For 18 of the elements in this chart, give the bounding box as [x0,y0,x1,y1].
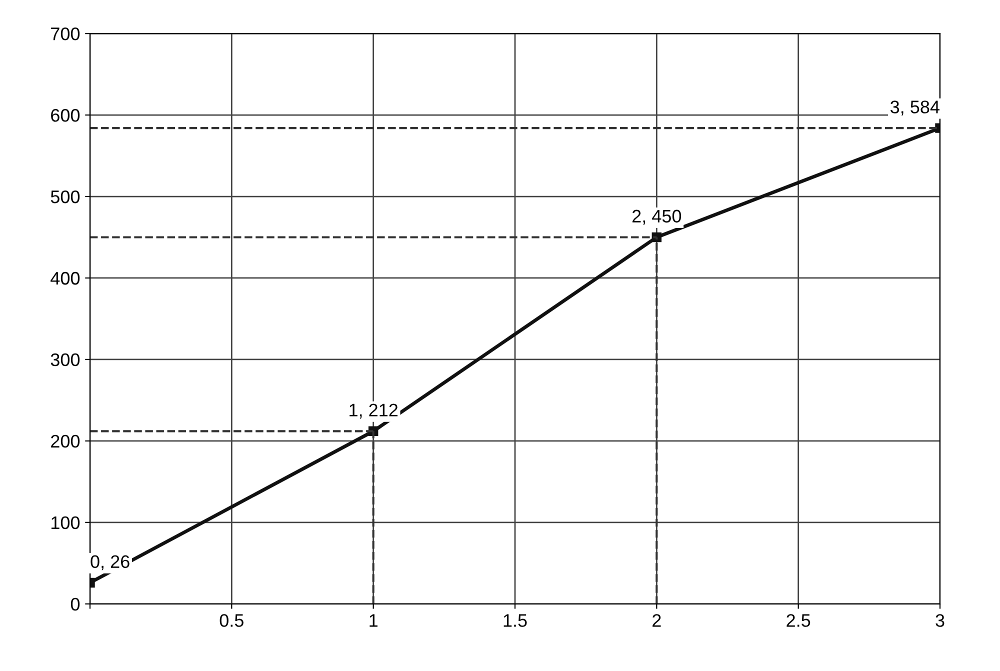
x-tick-label: 2.5 [786,614,810,627]
y-tick-label: 300 [50,353,80,366]
x-tick-label: 1 [370,614,378,627]
x-tick-label: 2 [652,614,661,627]
y-tick-label: 600 [51,108,80,122]
y-tick-label: 400 [50,272,80,285]
text: 1, 212 [350,404,398,419]
x-tick-label: 3 [936,614,944,627]
y-tick-label: 100 [52,516,80,530]
x-tick-label: 0.5 [220,614,244,627]
y-tick-label: 200 [51,434,80,448]
y-tick-label: 0 [70,598,80,611]
x-tick-label: 1.5 [504,614,527,627]
y-tick-label: 500 [50,190,80,204]
y-tick-label: 700 [51,27,80,40]
text: 2, 450 [632,210,682,225]
text: 3, 584 [890,100,940,116]
text: 0, 26 [90,555,130,570]
